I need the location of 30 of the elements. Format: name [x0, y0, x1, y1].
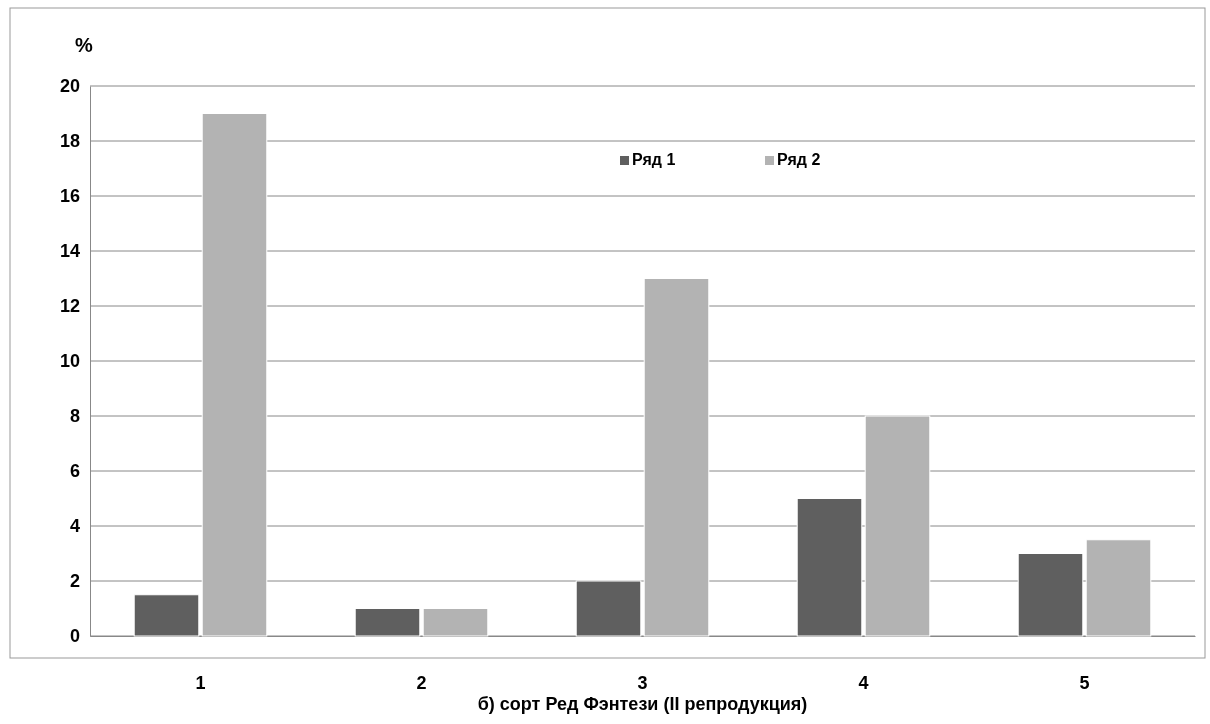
- y-tick-label: 18: [59, 131, 80, 152]
- y-tick-label: 6: [69, 461, 80, 482]
- bar: [1085, 539, 1152, 637]
- y-tick-label: 2: [69, 571, 80, 592]
- x-tick-label: 5: [1079, 672, 1090, 693]
- x-tick-label: 4: [858, 672, 869, 693]
- y-tick-label: 20: [59, 76, 80, 97]
- bar: [133, 594, 200, 637]
- y-axis-title: %: [75, 34, 93, 56]
- y-tick-label: 14: [59, 241, 80, 262]
- bar: [422, 608, 489, 637]
- x-axis-title: б) сорт Ред Фэнтези (II репродукция): [477, 694, 808, 714]
- legend-label: Ряд 2: [777, 151, 821, 168]
- y-tick-label: 8: [69, 406, 80, 427]
- y-tick-label: 0: [69, 626, 80, 647]
- bar: [864, 415, 931, 637]
- legend-label: Ряд 1: [632, 151, 676, 168]
- x-tick-label: 3: [637, 672, 648, 693]
- bar: [575, 580, 642, 637]
- bar: [354, 608, 421, 637]
- y-tick-label: 10: [59, 351, 80, 372]
- bar: [201, 113, 268, 637]
- bar: [643, 278, 710, 637]
- y-tick-label: 16: [59, 186, 80, 207]
- x-tick-label: 2: [416, 672, 427, 693]
- y-tick-label: 4: [69, 516, 80, 537]
- bar: [1017, 553, 1084, 637]
- bar: [796, 498, 863, 637]
- y-tick-label: 12: [59, 296, 80, 317]
- x-tick-label: 1: [195, 672, 206, 693]
